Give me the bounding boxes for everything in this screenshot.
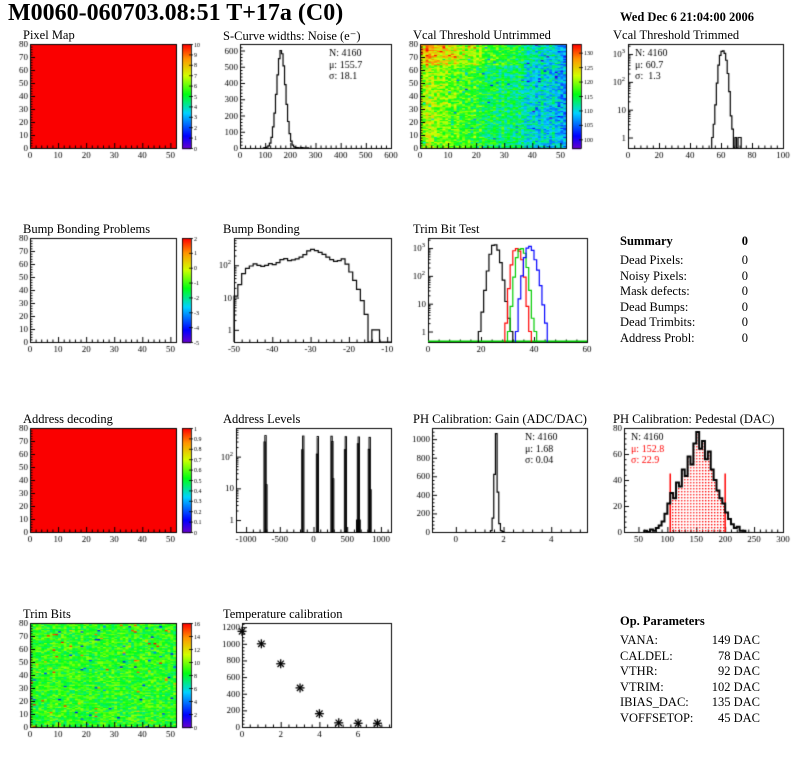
trim-bit-test-canvas [400,235,596,357]
op-parameter-value: 135 DAC [711,695,760,709]
panel-address-decoding: Address decoding [10,412,210,547]
chart-title-bump-bonding: Bump Bonding [223,222,300,236]
summary-row-value: 0 [741,315,748,329]
vcal-trimmed-canvas [600,41,792,163]
panel-ph-gain: PH Calibration: Gain (ADC/DAC) [400,412,596,547]
summary-row-value: 0 [741,299,748,314]
panel-address-levels: Address Levels [210,412,400,547]
summary-header: Summary 0 [620,234,748,249]
panel-temp-calib: Temperature calibration [210,607,400,742]
chart-title-vcal-trimmed: Vcal Threshold Trimmed [613,28,740,42]
summary-row-label: Noisy Pixels: [620,268,688,283]
chart-title-address-levels: Address Levels [223,412,301,426]
summary-row: Mask defects: 0 [620,284,748,300]
chart-title-temp-calib: Temperature calibration [223,607,343,621]
summary-row: Address Probl: 0 [620,331,748,347]
address-levels-canvas [210,425,400,547]
op-parameter-label: VTRIM: [620,679,664,694]
chart-title-bump-problems: Bump Bonding Problems [23,222,151,236]
op-parameters-panel: Op. Parameters VANA: 149 DAC CALDEL: 78 … [620,614,760,726]
op-parameter-value: 102 DAC [711,679,760,694]
op-parameter-label: VOFFSETOP: [620,710,694,725]
chart-title-trim-bits-map: Trim Bits [23,607,71,621]
panel-ph-pedestal: PH Calibration: Pedestal (DAC) [600,412,792,547]
summary-row-value: 0 [741,284,748,298]
summary-row-value: 0 [741,330,748,345]
op-parameter-row: CALDEL: 78 DAC [620,649,760,665]
op-parameter-row: VANA: 149 DAC [620,633,760,649]
op-parameter-row: VTRIM: 102 DAC [620,680,760,696]
temp-calib-canvas [210,620,400,742]
chart-title-vcal-untrimmed: Vcal Threshold Untrimmed [413,28,551,42]
op-parameters-header: Op. Parameters [620,614,760,629]
op-parameter-value: 45 DAC [717,710,760,725]
timestamp: Wed Dec 6 21:04:00 2006 [620,10,755,24]
ph-gain-canvas [400,425,596,547]
bump-problems-canvas [10,235,210,357]
summary-row: Dead Trimbits: 0 [620,315,748,331]
summary-row-value: 0 [741,268,748,283]
panel-pixel-map: Pixel Map [10,28,210,163]
bump-bonding-canvas [210,235,400,357]
panel-bump-problems: Bump Bonding Problems [10,222,210,357]
summary-panel: Summary 0 Dead Pixels: 0 Noisy Pixels: 0… [620,234,748,346]
panel-vcal-untrimmed: Vcal Threshold Untrimmed [400,28,600,163]
summary-title: Summary [620,234,673,248]
panel-trim-bit-test: Trim Bit Test [400,222,596,357]
op-parameter-label: CALDEL: [620,648,673,663]
op-parameter-row: VTHR: 92 DAC [620,664,760,680]
summary-row-label: Mask defects: [620,284,690,298]
summary-row: Dead Bumps: 0 [620,300,748,316]
ph-pedestal-canvas [600,425,792,547]
chart-title-scurve-noise: S-Curve widths: Noise (e⁻) [223,29,361,43]
op-parameter-label: IBIAS_DAC: [620,695,689,709]
summary-row: Noisy Pixels: 0 [620,269,748,285]
summary-row-label: Dead Pixels: [620,253,684,267]
chart-title-ph-gain: PH Calibration: Gain (ADC/DAC) [413,412,587,426]
chart-title-ph-pedestal: PH Calibration: Pedestal (DAC) [613,412,775,426]
op-parameter-row: VOFFSETOP: 45 DAC [620,711,760,727]
vcal-untrimmed-canvas [400,41,600,163]
address-decoding-canvas [10,425,210,547]
panel-trim-bits-map: Trim Bits [10,607,210,742]
op-parameter-value: 149 DAC [711,633,760,647]
op-parameter-value: 78 DAC [717,648,760,663]
summary-row-label: Address Probl: [620,330,695,345]
op-parameter-row: IBIAS_DAC: 135 DAC [620,695,760,711]
panel-vcal-trimmed: Vcal Threshold Trimmed [600,28,792,163]
summary-row-label: Dead Trimbits: [620,315,696,329]
pixel-map-canvas [10,41,210,163]
panel-scurve-noise: S-Curve widths: Noise (e⁻) [210,28,400,163]
op-parameter-value: 92 DAC [717,664,760,678]
summary-row-label: Dead Bumps: [620,299,689,314]
chart-title-trim-bit-test: Trim Bit Test [413,222,480,236]
summary-row: Dead Pixels: 0 [620,253,748,269]
chart-title-pixel-map: Pixel Map [23,28,75,42]
summary-total: 0 [741,234,748,248]
op-parameter-label: VANA: [620,633,658,647]
panel-bump-bonding: Bump Bonding [210,222,400,357]
trim-bits-map-canvas [10,620,210,742]
chart-title-address-decoding: Address decoding [23,412,113,426]
scurve-noise-canvas [210,41,400,163]
op-parameters-title: Op. Parameters [620,614,705,628]
summary-row-value: 0 [741,253,748,267]
page-title: M0060-060703.08:51 T+17a (C0) [8,0,344,26]
op-parameter-label: VTHR: [620,664,658,678]
